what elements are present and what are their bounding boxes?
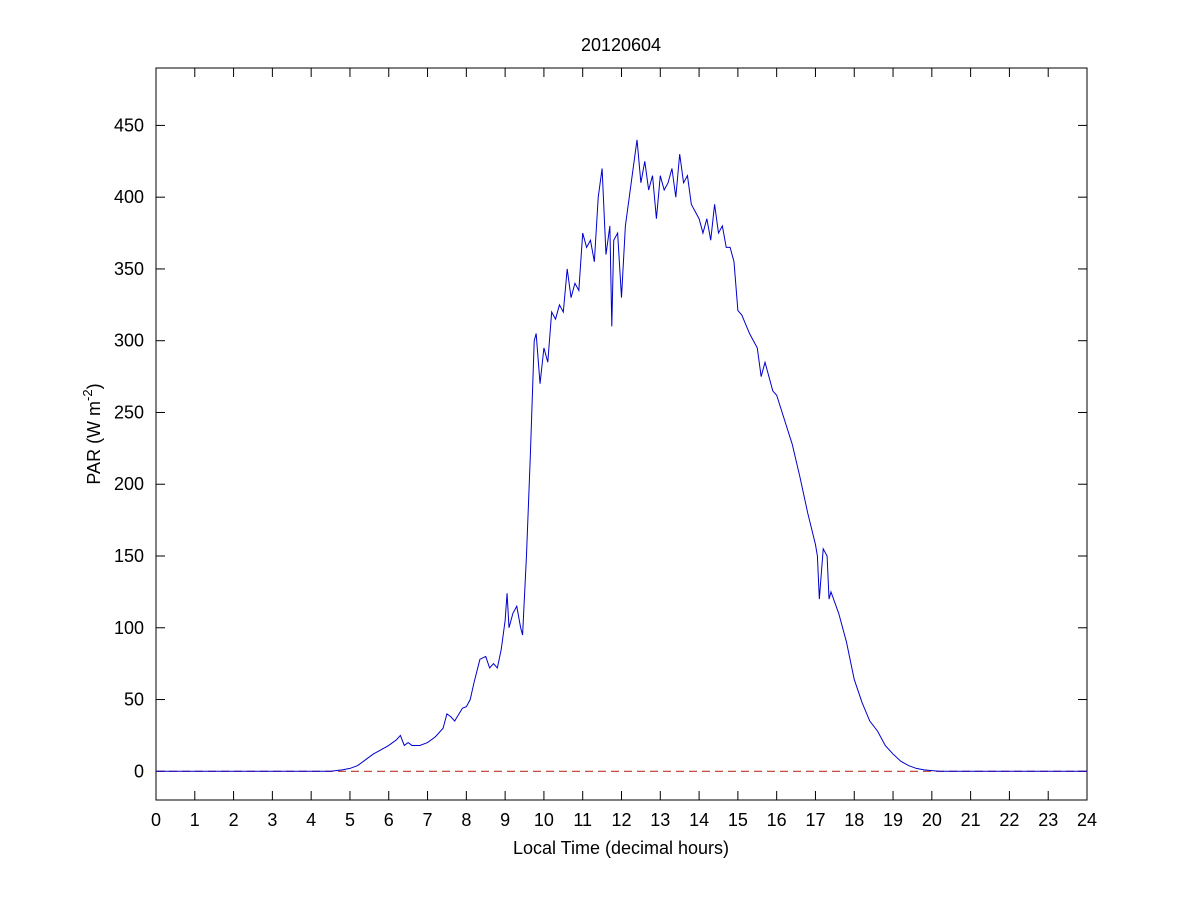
x-tick-label: 9 xyxy=(500,810,510,830)
x-tick-label: 3 xyxy=(267,810,277,830)
x-tick-label: 23 xyxy=(1038,810,1058,830)
x-tick-label: 14 xyxy=(689,810,709,830)
x-tick-label: 24 xyxy=(1077,810,1097,830)
x-tick-label: 16 xyxy=(767,810,787,830)
y-tick-label: 450 xyxy=(114,115,144,135)
x-tick-label: 0 xyxy=(151,810,161,830)
x-tick-label: 12 xyxy=(611,810,631,830)
y-tick-label: 400 xyxy=(114,187,144,207)
y-tick-label: 250 xyxy=(114,402,144,422)
y-tick-label: 0 xyxy=(134,761,144,781)
x-tick-label: 19 xyxy=(883,810,903,830)
y-tick-label: 50 xyxy=(124,690,144,710)
data-line xyxy=(156,139,1087,772)
y-axis-label: PAR (W m-2) xyxy=(80,383,104,484)
x-tick-label: 10 xyxy=(534,810,554,830)
x-tick-label: 8 xyxy=(461,810,471,830)
y-label-end: ) xyxy=(84,383,104,389)
y-tick-label: 300 xyxy=(114,331,144,351)
x-tick-label: 13 xyxy=(650,810,670,830)
y-tick-label: 100 xyxy=(114,618,144,638)
x-tick-label: 20 xyxy=(922,810,942,830)
x-tick-label: 4 xyxy=(306,810,316,830)
x-tick-label: 21 xyxy=(961,810,981,830)
x-tick-label: 6 xyxy=(384,810,394,830)
x-tick-label: 11 xyxy=(573,810,592,830)
x-tick-label: 18 xyxy=(844,810,864,830)
x-tick-label: 7 xyxy=(423,810,433,830)
x-tick-label: 22 xyxy=(999,810,1019,830)
y-tick-label: 350 xyxy=(114,259,144,279)
x-tick-label: 5 xyxy=(345,810,355,830)
x-axis-label: Local Time (decimal hours) xyxy=(513,838,729,858)
y-tick-label: 150 xyxy=(114,546,144,566)
x-tick-label: 15 xyxy=(728,810,748,830)
x-tick-label: 1 xyxy=(190,810,200,830)
x-tick-label: 17 xyxy=(805,810,825,830)
y-label-sup: -2 xyxy=(80,389,95,401)
chart-title: 20120604 xyxy=(581,35,661,55)
y-label-main: PAR (W m xyxy=(84,401,104,485)
y-tick-label: 200 xyxy=(114,474,144,494)
x-tick-label: 2 xyxy=(229,810,239,830)
